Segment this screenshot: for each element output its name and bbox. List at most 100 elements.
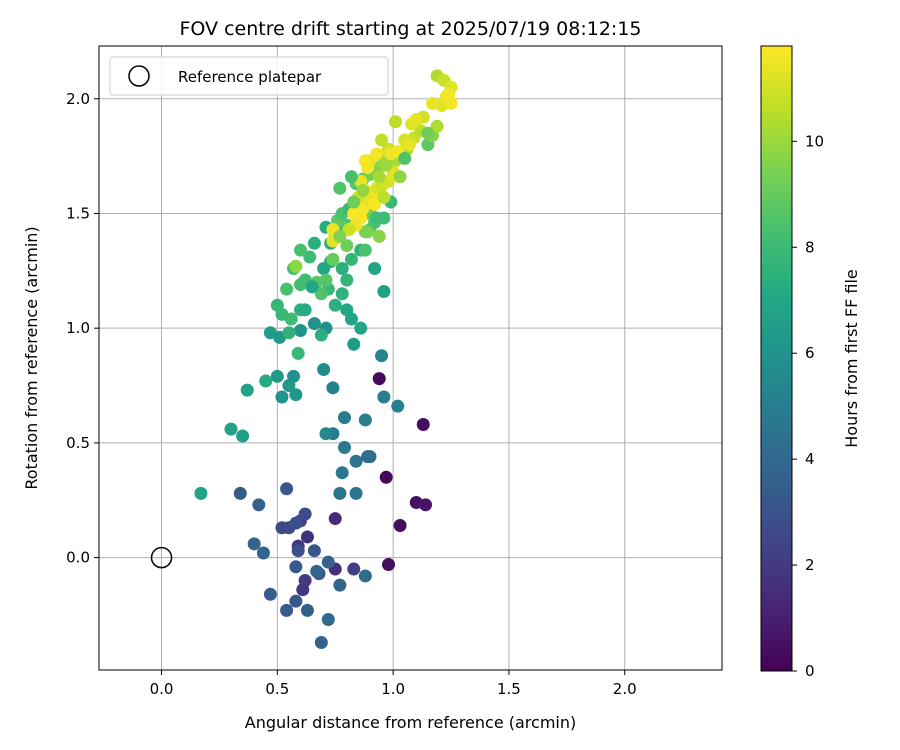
scatter-point: [328, 512, 342, 526]
scatter-point: [372, 170, 386, 184]
scatter-point: [344, 170, 358, 184]
colorbar-tick-label: 4: [805, 450, 815, 468]
scatter-point: [393, 518, 407, 532]
scatter-point: [310, 564, 324, 578]
scatter-point: [328, 298, 342, 312]
scatter-point: [347, 562, 361, 576]
scatter-point: [340, 239, 354, 253]
scatter-point: [289, 560, 303, 574]
scatter-point: [289, 259, 303, 273]
x-axis-ticks: 0.0 0.5 1.0 1.5 2.0: [150, 670, 637, 698]
scatter-point: [291, 544, 305, 558]
scatter-point: [421, 126, 435, 140]
scatter-point: [393, 170, 407, 184]
scatter-point: [314, 328, 328, 342]
reference-point: [150, 546, 173, 569]
colorbar-tick-label: 10: [805, 132, 824, 150]
x-tick-label: 0.5: [265, 680, 289, 698]
scatter-point: [194, 486, 208, 500]
legend-entry-label: Reference platepar: [178, 68, 322, 86]
scatter-point: [252, 498, 266, 512]
y-axis-title: Rotation from reference (arcmin): [22, 226, 41, 489]
y-tick-label: 0.5: [66, 434, 90, 452]
y-tick-label: 1.5: [66, 204, 90, 222]
scatter-point: [303, 250, 317, 264]
scatter-point: [284, 312, 298, 326]
scatter-point: [409, 112, 423, 126]
x-axis-title: Angular distance from reference (arcmin): [245, 713, 576, 732]
scatter-point: [280, 282, 294, 296]
scatter-point: [326, 252, 340, 266]
scatter-point: [377, 390, 391, 404]
scatter-point: [317, 362, 331, 376]
scatter-point: [314, 287, 328, 301]
scatter-point: [372, 372, 386, 386]
x-tick-label: 1.0: [381, 680, 405, 698]
scatter-point: [291, 346, 305, 360]
colorbar-ticks: 0 2 4 6 8 10: [792, 132, 824, 680]
scatter-point: [335, 287, 349, 301]
scatter-point: [298, 303, 312, 317]
colorbar-gradient: [760, 45, 793, 672]
scatter-point: [293, 243, 307, 257]
scatter-point: [314, 635, 328, 649]
scatter-point: [333, 578, 347, 592]
reference-marker: [150, 546, 173, 569]
scatter-point: [349, 486, 363, 500]
scatter-point: [300, 530, 314, 544]
colorbar-title: Hours from first FF file: [842, 269, 861, 448]
data-points: [194, 69, 458, 649]
scatter-point: [335, 466, 349, 480]
scatter-point: [358, 413, 372, 427]
scatter-point: [377, 211, 391, 225]
scatter-point: [321, 613, 335, 627]
scatter-point: [335, 262, 349, 276]
scatter-point: [358, 569, 372, 583]
colorbar-tick-label: 6: [805, 344, 815, 362]
scatter-point: [379, 470, 393, 484]
scatter-point: [368, 262, 382, 276]
scatter-point: [326, 381, 340, 395]
scatter-point: [321, 555, 335, 569]
scatter-point: [377, 190, 391, 204]
x-tick-label: 0.0: [150, 680, 174, 698]
scatter-point: [256, 546, 270, 560]
colorbar-tick-label: 8: [805, 238, 815, 256]
scatter-point: [282, 326, 296, 340]
scatter-point: [379, 158, 393, 172]
scatter-point: [442, 87, 456, 101]
scatter-point: [307, 317, 321, 331]
scatter-point: [224, 422, 238, 436]
scatter-point: [416, 418, 430, 432]
scatter-point: [275, 390, 289, 404]
scatter-point: [398, 151, 412, 165]
scatter-point: [280, 603, 294, 617]
scatter-point: [342, 223, 356, 237]
scatter-point: [333, 181, 347, 195]
legend-box: [109, 56, 389, 96]
scatter-point: [344, 312, 358, 326]
scatter-point: [430, 119, 444, 133]
scatter-point: [358, 243, 372, 257]
scatter-point: [280, 482, 294, 496]
legend: Reference platepar: [109, 56, 389, 96]
scatter-point: [233, 486, 247, 500]
scatter-point: [307, 236, 321, 250]
scatter-point: [333, 486, 347, 500]
scatter-point: [358, 154, 372, 168]
chart-title: FOV centre drift starting at 2025/07/19 …: [179, 18, 641, 40]
scatter-point: [388, 115, 402, 129]
scatter-point: [319, 427, 333, 441]
scatter-point: [236, 429, 250, 443]
scatter-point: [240, 383, 254, 397]
scatter-point: [361, 225, 375, 239]
scatter-point: [347, 195, 361, 209]
scatter-point: [372, 229, 386, 243]
y-axis-ticks: 0.0 0.5 1.0 1.5 2.0: [66, 90, 99, 567]
scatter-point: [287, 369, 301, 383]
scatter-point: [289, 516, 303, 530]
scatter-point: [375, 133, 389, 147]
scatter-point: [419, 498, 433, 512]
plot-frame: [98, 45, 723, 671]
